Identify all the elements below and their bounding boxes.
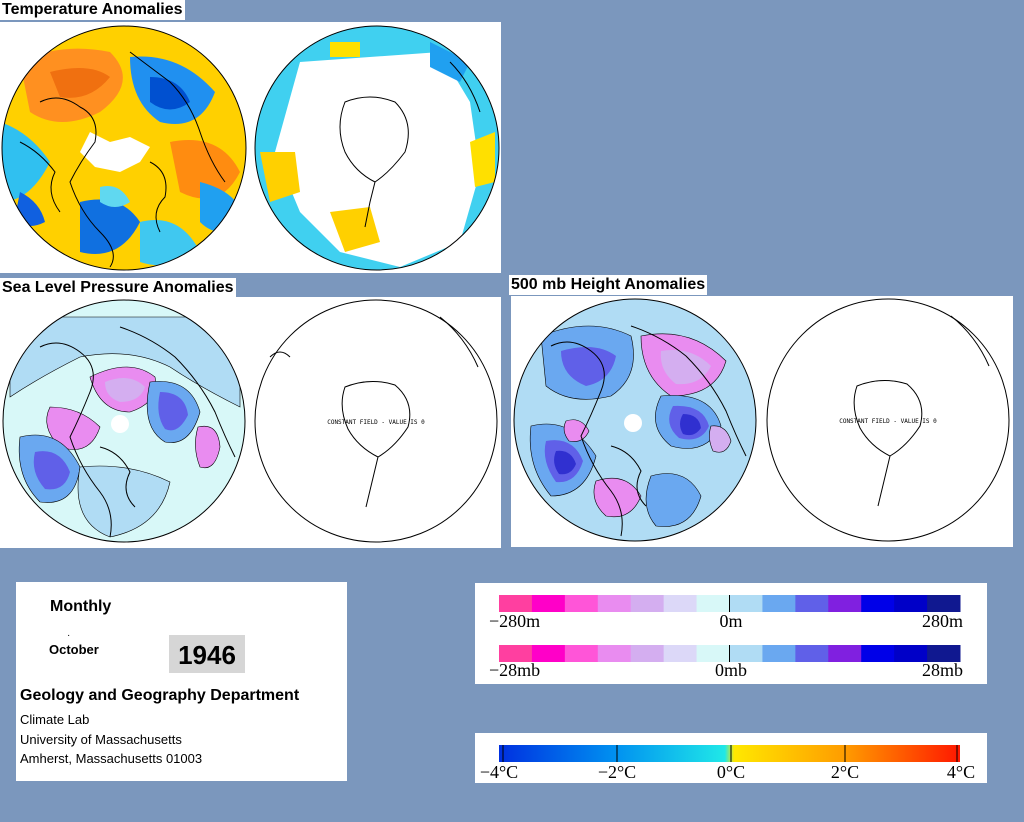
pressure-height-legend: −280m 0m 280m −28mb 0mb 28mb	[475, 583, 987, 684]
scale-swatch	[696, 595, 730, 612]
scale-swatch	[828, 645, 862, 662]
scale-swatch	[762, 595, 796, 612]
scale-swatch	[531, 595, 566, 612]
height-500mb-maps-panel: CONSTANT FIELD - VALUE IS 0	[511, 296, 1013, 547]
dot-mark: ·	[67, 630, 71, 641]
scale-swatch	[861, 645, 895, 662]
slp-anomalies-title: Sea Level Pressure Anomalies	[0, 278, 236, 298]
temp-tick-zero: 0°C	[717, 762, 745, 782]
slp-constant-field-note: CONSTANT FIELD - VALUE IS 0	[327, 419, 425, 426]
address-line: Amherst, Massachusetts 01003	[20, 751, 203, 766]
month-label: October	[49, 642, 99, 657]
scale-swatch	[894, 645, 928, 662]
height-color-scale	[499, 595, 961, 612]
scale-swatch	[499, 645, 533, 662]
temp-tick-neg4: −4°C	[480, 762, 518, 782]
scale-swatch	[564, 595, 599, 612]
scale-swatch	[762, 645, 796, 662]
temperature-legend: −4°C −2°C 0°C 2°C 4°C	[475, 733, 987, 783]
pressure-legend-min: −28mb	[489, 660, 540, 680]
scale-swatch	[861, 595, 895, 612]
height-legend-max: 280m	[922, 611, 963, 631]
pressure-color-scale	[499, 645, 961, 662]
scale-swatch	[597, 645, 632, 662]
temp-tick-pos2: 2°C	[831, 762, 859, 782]
scale-swatch	[499, 595, 533, 612]
scale-swatch	[663, 645, 698, 662]
scale-swatch	[927, 645, 961, 662]
department-name: Geology and Geography Department	[20, 687, 300, 704]
scale-swatch	[597, 595, 632, 612]
slp-south-map	[254, 299, 498, 543]
temperature-south-map	[255, 26, 499, 270]
temperature-gradient-bar	[499, 745, 960, 762]
scale-swatch	[795, 645, 829, 662]
pressure-legend-zero: 0mb	[715, 660, 747, 680]
scale-swatch	[894, 595, 928, 612]
height-legend-zero: 0m	[719, 611, 742, 631]
scale-swatch	[795, 595, 829, 612]
temperature-maps-panel	[0, 22, 501, 273]
university-name: University of Massachusetts	[20, 732, 182, 747]
period-label: Monthly	[50, 598, 112, 615]
scale-swatch	[564, 645, 599, 662]
scale-swatch	[663, 595, 698, 612]
temperature-north-map	[2, 26, 246, 270]
scale-swatch	[927, 595, 961, 612]
height-500mb-anomalies-title: 500 mb Height Anomalies	[509, 275, 708, 295]
year-badge: 1946	[169, 635, 245, 673]
temperature-anomalies-title: Temperature Anomalies	[0, 0, 185, 20]
temp-tick-neg2: −2°C	[598, 762, 636, 782]
scale-swatch	[531, 645, 566, 662]
pressure-legend-max: 28mb	[922, 660, 963, 680]
lab-name: Climate Lab	[20, 712, 90, 727]
height-500mb-south-map	[766, 298, 1010, 542]
scale-swatch	[729, 595, 763, 612]
height-500mb-north-map	[514, 299, 756, 541]
height-legend-min: −280m	[489, 611, 540, 631]
slp-north-map	[3, 300, 245, 542]
scale-swatch	[630, 645, 665, 662]
scale-swatch	[828, 595, 862, 612]
scale-swatch	[729, 645, 763, 662]
height-constant-field-note: CONSTANT FIELD - VALUE IS 0	[839, 418, 937, 425]
slp-maps-panel: CONSTANT FIELD - VALUE IS 0	[0, 297, 501, 548]
scale-swatch	[696, 645, 730, 662]
info-box: Monthly · October 1946 Geology and Geogr…	[16, 582, 347, 781]
scale-swatch	[630, 595, 665, 612]
temp-tick-pos4: 4°C	[947, 762, 975, 782]
